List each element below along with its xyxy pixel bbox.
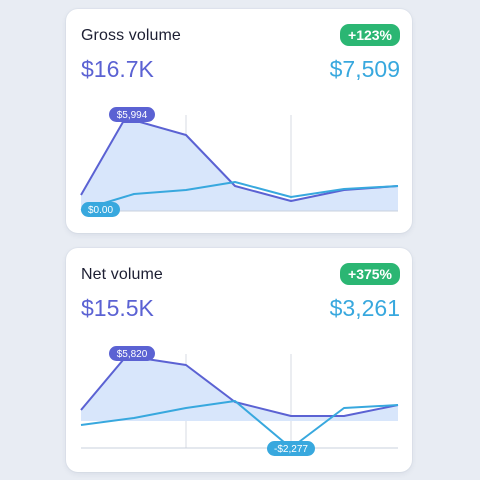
change-badge: +123% (340, 24, 400, 46)
primary-value: $15.5K (81, 295, 154, 321)
card-title: Net volume (81, 266, 163, 283)
gross-volume-card[interactable]: Gross volume +123% $16.7K $7,509 $5,994 … (66, 9, 412, 233)
svg-text:-$2,277: -$2,277 (274, 444, 308, 455)
area-fill (81, 358, 398, 421)
card-title: Gross volume (81, 27, 181, 44)
gross-volume-chart: $5,994 $0.00 (80, 107, 399, 217)
secondary-series-line (80, 181, 399, 211)
net-volume-chart: $5,820 -$2,277 (80, 346, 399, 456)
secondary-value: $3,261 (329, 295, 400, 321)
peak-value-label: $5,994 (109, 107, 155, 122)
secondary-value: $7,509 (329, 56, 400, 82)
svg-text:$5,994: $5,994 (117, 110, 148, 121)
net-volume-card[interactable]: Net volume +375% $15.5K $3,261 $5,820 -$… (66, 248, 412, 472)
low-value-label: -$2,277 (267, 441, 315, 456)
change-badge: +375% (340, 263, 400, 285)
low-value-label: $0.00 (81, 202, 120, 217)
primary-value: $16.7K (81, 56, 154, 82)
svg-text:$0.00: $0.00 (88, 205, 113, 216)
secondary-series-line (80, 400, 399, 449)
svg-text:$5,820: $5,820 (117, 349, 148, 360)
area-fill (81, 122, 398, 211)
peak-value-label: $5,820 (109, 346, 155, 361)
